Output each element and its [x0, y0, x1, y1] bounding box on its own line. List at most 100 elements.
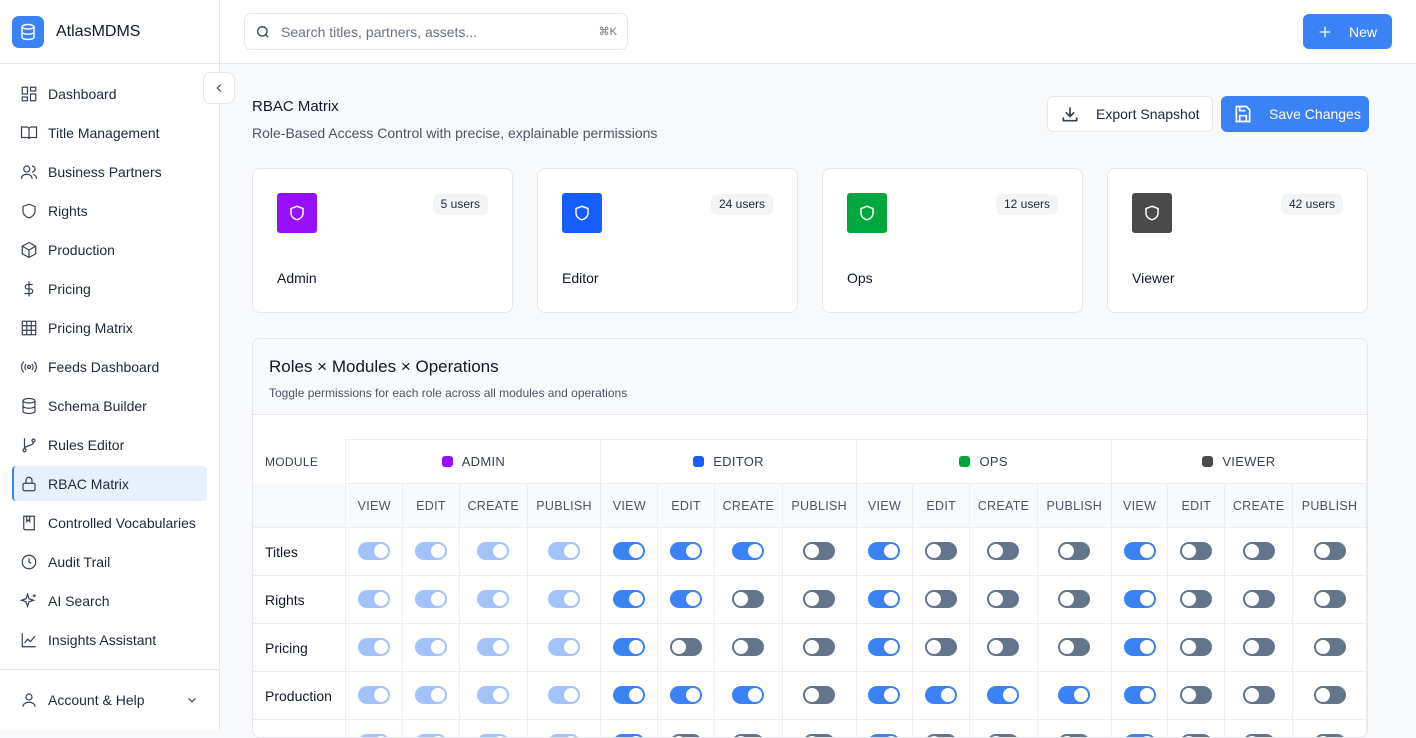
- permission-toggle-viewer-edit[interactable]: [1180, 686, 1212, 704]
- permission-toggle-viewer-publish[interactable]: [1314, 638, 1346, 656]
- permission-toggle-ops-create[interactable]: [987, 638, 1019, 656]
- permission-toggle-editor-edit[interactable]: [670, 734, 702, 738]
- permission-toggle-editor-publish[interactable]: [803, 734, 835, 738]
- sidebar-item-insights-assistant[interactable]: Insights Assistant: [12, 622, 207, 657]
- search-placeholder: Search titles, partners, assets...: [281, 24, 599, 40]
- permission-toggle-viewer-create[interactable]: [1243, 542, 1275, 560]
- permission-toggle-ops-create[interactable]: [987, 590, 1019, 608]
- permission-toggle-ops-create[interactable]: [987, 542, 1019, 560]
- permission-toggle-editor-publish[interactable]: [803, 542, 835, 560]
- permission-toggle-editor-edit[interactable]: [670, 638, 702, 656]
- sidebar-item-pricing-matrix[interactable]: Pricing Matrix: [12, 310, 207, 345]
- search-input[interactable]: Search titles, partners, assets... ⌘K: [244, 13, 628, 50]
- sidebar-item-feeds-dashboard[interactable]: Feeds Dashboard: [12, 349, 207, 384]
- permission-toggle-editor-view[interactable]: [613, 686, 645, 704]
- permission-toggle-ops-edit[interactable]: [925, 638, 957, 656]
- permission-toggle-editor-edit[interactable]: [670, 590, 702, 608]
- permission-toggle-editor-publish[interactable]: [803, 638, 835, 656]
- permission-toggle-ops-publish[interactable]: [1058, 638, 1090, 656]
- operation-header-edit: EDIT: [913, 484, 970, 528]
- permission-toggle-editor-view[interactable]: [613, 734, 645, 738]
- permission-toggle-viewer-edit[interactable]: [1180, 542, 1212, 560]
- sidebar-item-label: Pricing Matrix: [48, 320, 133, 336]
- permission-toggle-ops-publish[interactable]: [1058, 542, 1090, 560]
- sidebar-item-production[interactable]: Production: [12, 232, 207, 267]
- permission-toggle-ops-publish[interactable]: [1058, 734, 1090, 738]
- permission-toggle-ops-view[interactable]: [868, 542, 900, 560]
- sidebar-item-rules-editor[interactable]: Rules Editor: [12, 427, 207, 462]
- permission-toggle-viewer-edit[interactable]: [1180, 734, 1212, 738]
- save-label: Save Changes: [1269, 106, 1361, 122]
- shield-icon: [277, 193, 317, 233]
- export-snapshot-button[interactable]: Export Snapshot: [1047, 96, 1213, 132]
- permission-toggle-ops-edit[interactable]: [925, 590, 957, 608]
- permission-toggle-editor-create[interactable]: [732, 734, 764, 738]
- permission-toggle-editor-create[interactable]: [732, 590, 764, 608]
- operation-header-view: VIEW: [1111, 484, 1168, 528]
- permission-toggle-viewer-publish[interactable]: [1314, 542, 1346, 560]
- permission-toggle-viewer-view[interactable]: [1124, 542, 1156, 560]
- new-button[interactable]: New: [1303, 14, 1392, 49]
- permission-toggle-viewer-view[interactable]: [1124, 590, 1156, 608]
- account-help-menu[interactable]: Account & Help: [0, 669, 219, 730]
- permission-toggle-ops-view[interactable]: [868, 590, 900, 608]
- sidebar-item-dashboard[interactable]: Dashboard: [12, 76, 207, 111]
- permission-toggle-editor-edit[interactable]: [670, 686, 702, 704]
- sidebar-item-rbac-matrix[interactable]: RBAC Matrix: [12, 466, 207, 501]
- permission-toggle-admin-view: [358, 734, 390, 738]
- permission-toggle-viewer-create[interactable]: [1243, 734, 1275, 738]
- operation-header-edit: EDIT: [658, 484, 715, 528]
- permission-toggle-admin-view: [358, 686, 390, 704]
- permission-toggle-ops-create[interactable]: [987, 686, 1019, 704]
- permission-toggle-viewer-edit[interactable]: [1180, 638, 1212, 656]
- permission-toggle-viewer-create[interactable]: [1243, 686, 1275, 704]
- permission-toggle-ops-publish[interactable]: [1058, 686, 1090, 704]
- sidebar-item-audit-trail[interactable]: Audit Trail: [12, 544, 207, 579]
- permission-toggle-ops-edit[interactable]: [925, 542, 957, 560]
- sidebar-item-controlled-vocabularies[interactable]: Controlled Vocabularies: [12, 505, 207, 540]
- permission-toggle-ops-edit[interactable]: [925, 734, 957, 738]
- permission-toggle-ops-view[interactable]: [868, 638, 900, 656]
- sidebar-item-title-management[interactable]: Title Management: [12, 115, 207, 150]
- permission-toggle-editor-edit[interactable]: [670, 542, 702, 560]
- permission-toggle-editor-publish[interactable]: [803, 590, 835, 608]
- permission-toggle-viewer-publish[interactable]: [1314, 686, 1346, 704]
- permission-toggle-ops-view[interactable]: [868, 686, 900, 704]
- sidebar-item-pricing[interactable]: Pricing: [12, 271, 207, 306]
- permission-toggle-editor-create[interactable]: [732, 542, 764, 560]
- save-changes-button[interactable]: Save Changes: [1221, 96, 1369, 132]
- role-name: Admin: [277, 270, 317, 286]
- permission-toggle-editor-create[interactable]: [732, 686, 764, 704]
- permission-toggle-viewer-edit[interactable]: [1180, 590, 1212, 608]
- permission-toggle-viewer-publish[interactable]: [1314, 734, 1346, 738]
- permission-toggle-editor-create[interactable]: [732, 638, 764, 656]
- permission-toggle-ops-create[interactable]: [987, 734, 1019, 738]
- permission-toggle-ops-view[interactable]: [868, 734, 900, 738]
- permission-toggle-admin-edit: [415, 542, 447, 560]
- lock-icon: [20, 475, 38, 493]
- permission-toggle-viewer-publish[interactable]: [1314, 590, 1346, 608]
- permission-toggle-admin-create: [477, 542, 509, 560]
- sidebar-item-business-partners[interactable]: Business Partners: [12, 154, 207, 189]
- collapse-sidebar-button[interactable]: [203, 72, 235, 104]
- bookmark-book-icon: [20, 514, 38, 532]
- permission-toggle-ops-publish[interactable]: [1058, 590, 1090, 608]
- permission-toggle-ops-edit[interactable]: [925, 686, 957, 704]
- permission-toggle-viewer-create[interactable]: [1243, 590, 1275, 608]
- sidebar-item-ai-search[interactable]: AI Search: [12, 583, 207, 618]
- permission-toggle-editor-view[interactable]: [613, 638, 645, 656]
- permission-toggle-viewer-create[interactable]: [1243, 638, 1275, 656]
- permission-toggle-viewer-view[interactable]: [1124, 734, 1156, 738]
- permission-toggle-editor-view[interactable]: [613, 542, 645, 560]
- sidebar-item-schema-builder[interactable]: Schema Builder: [12, 388, 207, 423]
- sidebar-item-label: Feeds Dashboard: [48, 359, 159, 375]
- sidebar-item-rights[interactable]: Rights: [12, 193, 207, 228]
- permission-toggle-viewer-view[interactable]: [1124, 638, 1156, 656]
- permission-toggle-editor-publish[interactable]: [803, 686, 835, 704]
- permission-toggle-viewer-view[interactable]: [1124, 686, 1156, 704]
- permission-toggle-editor-view[interactable]: [613, 590, 645, 608]
